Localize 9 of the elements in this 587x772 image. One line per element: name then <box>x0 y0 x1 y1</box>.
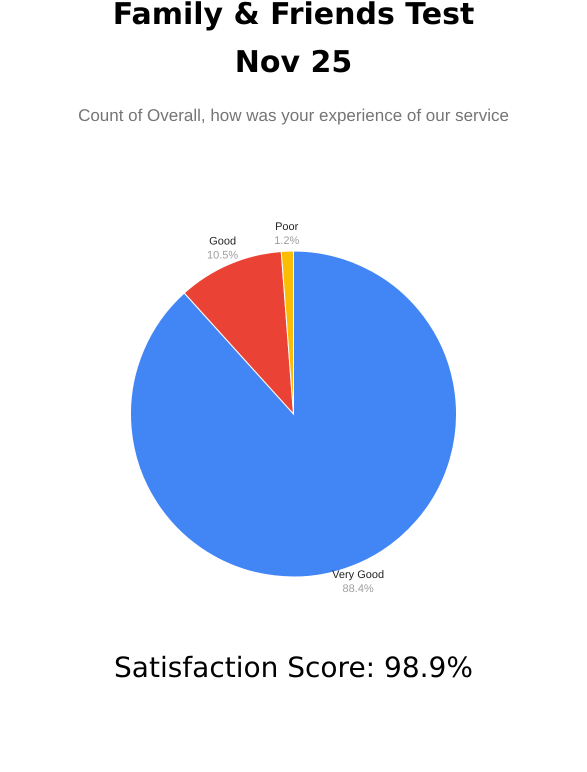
data-label: 10.5% <box>207 250 238 262</box>
chart-subtitle: Count of Overall, how was your experience of our service <box>78 106 509 125</box>
slice-label: Very Good <box>332 569 384 581</box>
data-label: 88.4% <box>342 583 374 595</box>
text: Satisfaction Score: 98.9% <box>114 651 473 684</box>
chart-title: Family & Friends Test Nov 25 <box>112 0 474 80</box>
slice-label: Poor <box>275 221 299 234</box>
slice-label: Good <box>209 236 236 248</box>
data-label: 1.2% <box>274 235 300 248</box>
